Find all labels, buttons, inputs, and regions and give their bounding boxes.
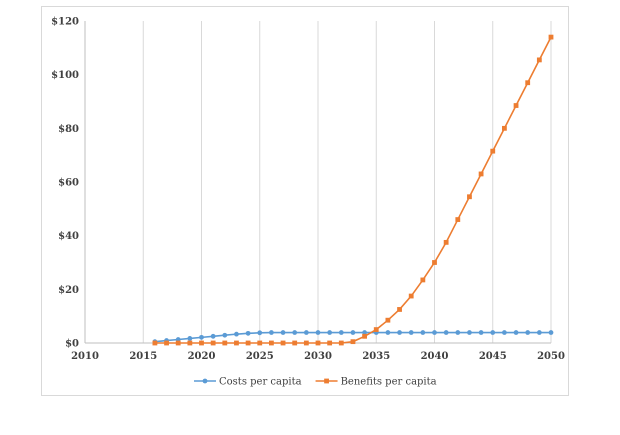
line-chart: $0 $20 $40 $60 $80 $100 $120 2010 2015 2020 2025 20… [51, 17, 565, 388]
data-point [536, 57, 542, 63]
data-point [408, 330, 414, 335]
y-tick-label: $80 [58, 124, 79, 135]
legend-entry: Benefits per capita [315, 377, 437, 388]
data-point [443, 239, 449, 245]
data-point [397, 330, 402, 335]
data-point [280, 330, 286, 335]
data-point [234, 331, 239, 337]
data-point [408, 293, 414, 299]
x-tick-label: 2045 [479, 351, 507, 362]
data-point [362, 330, 367, 335]
x-tick-label: 2020 [188, 351, 216, 362]
data-point [525, 330, 531, 335]
data-point [420, 330, 426, 335]
data-point [234, 340, 239, 346]
data-point [152, 340, 158, 346]
series-layer [152, 34, 554, 346]
data-point [490, 330, 496, 335]
data-point [513, 103, 519, 108]
data-point [467, 330, 472, 335]
y-tick-label: $40 [58, 231, 79, 242]
legend-label: Benefits per capita [341, 377, 437, 388]
data-point [502, 125, 507, 131]
grid-layer [142, 21, 552, 343]
series-benefits [152, 34, 554, 346]
data-point [502, 330, 507, 335]
data-point [525, 80, 531, 86]
data-point [269, 330, 274, 335]
data-point [303, 330, 309, 335]
data-point [257, 340, 263, 346]
x-tick-label: 2030 [304, 351, 332, 362]
legend-entry: Costs per capita [194, 377, 302, 388]
data-point [338, 330, 344, 335]
y-tick-label: $0 [65, 339, 79, 350]
data-point [280, 340, 286, 346]
data-point [397, 307, 402, 312]
data-point [303, 340, 309, 346]
data-point [315, 340, 321, 346]
legend-marker [202, 378, 208, 384]
data-point [199, 334, 204, 340]
data-point [455, 330, 461, 335]
x-tick-label: 2035 [362, 351, 390, 362]
data-point [222, 340, 228, 346]
data-point [292, 340, 298, 346]
data-point [327, 330, 333, 335]
data-point [245, 340, 251, 346]
data-point [385, 330, 391, 335]
data-point [175, 340, 181, 346]
data-point [467, 194, 472, 200]
x-tick-label: 2040 [421, 351, 449, 362]
data-point [210, 340, 216, 346]
data-point [245, 330, 251, 336]
data-point [478, 171, 484, 177]
data-point [432, 260, 437, 265]
data-point [362, 333, 367, 339]
data-point [455, 217, 461, 222]
legend-label: Costs per capita [219, 377, 302, 388]
data-point [327, 340, 333, 346]
y-tick-label: $20 [58, 285, 79, 296]
data-point [350, 330, 356, 335]
legend: Costs per capita Benefits per capita [194, 377, 437, 388]
x-tick-label: 2050 [537, 351, 565, 362]
data-point [222, 332, 228, 338]
data-point [548, 34, 554, 40]
data-point [269, 340, 274, 346]
series-line [154, 36, 552, 344]
data-point [420, 277, 426, 283]
legend-marker [324, 378, 329, 384]
y-tick-label: $60 [58, 178, 79, 189]
x-tick-label: 2015 [129, 351, 157, 362]
y-tick-label: $100 [51, 70, 79, 81]
data-point [187, 336, 193, 341]
data-point [315, 330, 321, 335]
data-point [490, 148, 496, 154]
data-point [199, 340, 204, 346]
x-tick-label: 2010 [71, 351, 99, 362]
data-point [536, 330, 542, 335]
axis-layer: $0 $20 $40 $60 $80 $100 $120 2010 2015 2020 2025 20… [51, 17, 565, 363]
chart-frame: $0 $20 $40 $60 $80 $100 $120 2010 2015 2020 2025 20… [41, 6, 569, 396]
data-point [257, 330, 263, 336]
data-point [338, 340, 344, 346]
data-point [292, 330, 298, 335]
data-point [373, 327, 379, 332]
data-point [432, 330, 437, 335]
data-point [350, 339, 356, 345]
data-point [548, 330, 554, 335]
x-tick-label: 2025 [246, 351, 274, 362]
data-point [478, 330, 484, 335]
data-point [210, 333, 216, 339]
data-point [385, 317, 391, 323]
data-point [187, 340, 193, 346]
data-point [443, 330, 449, 335]
data-point [513, 330, 519, 335]
data-point [164, 340, 169, 346]
y-tick-label: $120 [51, 17, 79, 28]
